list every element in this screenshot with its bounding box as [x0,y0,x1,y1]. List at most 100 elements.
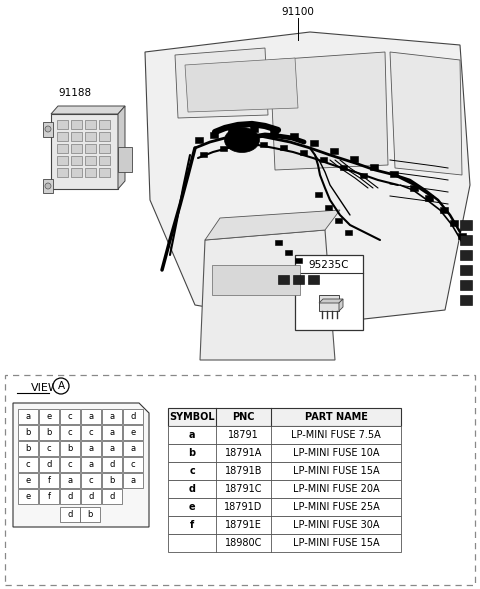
Bar [460,295,472,305]
Bar [99,120,110,129]
Bar [123,457,143,472]
Bar [71,120,82,129]
Bar [168,426,401,444]
Bar [300,150,307,155]
Bar [60,507,80,522]
Text: a: a [131,444,135,453]
Bar [57,168,68,177]
Bar [85,156,96,165]
Bar [123,441,143,456]
Bar [80,507,100,522]
Bar [118,147,132,172]
Text: f: f [48,476,50,485]
Polygon shape [43,122,53,137]
Text: LP-MINI FUSE 15A: LP-MINI FUSE 15A [293,466,379,476]
Text: c: c [47,444,51,453]
Bar [102,457,122,472]
Bar [81,425,101,440]
Bar [81,409,101,424]
Bar [85,144,96,153]
Text: d: d [67,510,72,519]
Bar [275,240,282,245]
Bar [39,489,59,504]
Bar [99,156,110,165]
Text: PNC: PNC [232,412,255,422]
Text: f: f [48,492,50,501]
Bar [250,126,258,132]
Bar [212,265,300,295]
Text: LP-MINI FUSE 30A: LP-MINI FUSE 30A [293,520,379,530]
Bar [81,457,101,472]
Bar [60,457,80,472]
Bar [57,120,68,129]
Bar [360,173,367,178]
Text: LP-MINI FUSE 10A: LP-MINI FUSE 10A [293,448,379,458]
Text: d: d [109,492,115,501]
Bar [71,144,82,153]
Bar [308,275,319,284]
Text: c: c [89,428,93,437]
Bar [85,132,96,141]
Bar [460,250,472,260]
Bar [345,230,352,235]
Polygon shape [13,403,149,527]
Circle shape [45,183,51,189]
Bar [18,473,38,488]
Bar [340,165,347,170]
Bar [71,132,82,141]
Text: d: d [109,460,115,469]
Text: 18791D: 18791D [224,502,263,512]
Text: d: d [88,492,94,501]
Polygon shape [175,48,268,118]
Bar [195,137,203,143]
Text: b: b [67,444,72,453]
Text: e: e [25,476,31,485]
Bar [18,409,38,424]
Bar [57,144,68,153]
Text: VIEW: VIEW [31,383,60,393]
Bar [310,140,318,146]
Bar [370,164,378,170]
Bar [295,258,302,263]
Bar [99,144,110,153]
Bar [390,171,398,177]
Bar [330,148,338,154]
Text: b: b [109,476,115,485]
Text: d: d [189,484,195,494]
Bar [102,425,122,440]
Text: a: a [109,428,115,437]
Bar [325,205,332,210]
Bar [200,152,207,157]
Bar [18,457,38,472]
Bar [71,156,82,165]
Bar [450,220,458,226]
Bar [168,534,401,552]
Bar [460,280,472,290]
Bar [168,498,401,516]
Text: f: f [190,520,194,530]
Bar [85,168,96,177]
Bar [285,250,292,255]
Bar [99,132,110,141]
Polygon shape [205,210,340,240]
Text: b: b [25,444,31,453]
Bar [290,133,298,139]
Bar [102,473,122,488]
Polygon shape [51,106,125,114]
Bar [60,489,80,504]
Text: 18980C: 18980C [225,538,262,548]
Text: c: c [89,476,93,485]
Bar [458,233,466,239]
Text: b: b [25,428,31,437]
Polygon shape [51,114,118,189]
Text: 91100: 91100 [282,7,314,17]
Bar [460,220,472,230]
Text: b: b [46,428,52,437]
Bar [240,143,247,148]
Text: 91188: 91188 [59,88,92,98]
Text: a: a [25,412,31,421]
Bar [123,409,143,424]
Polygon shape [118,106,125,189]
Text: a: a [109,444,115,453]
Bar [228,128,236,134]
